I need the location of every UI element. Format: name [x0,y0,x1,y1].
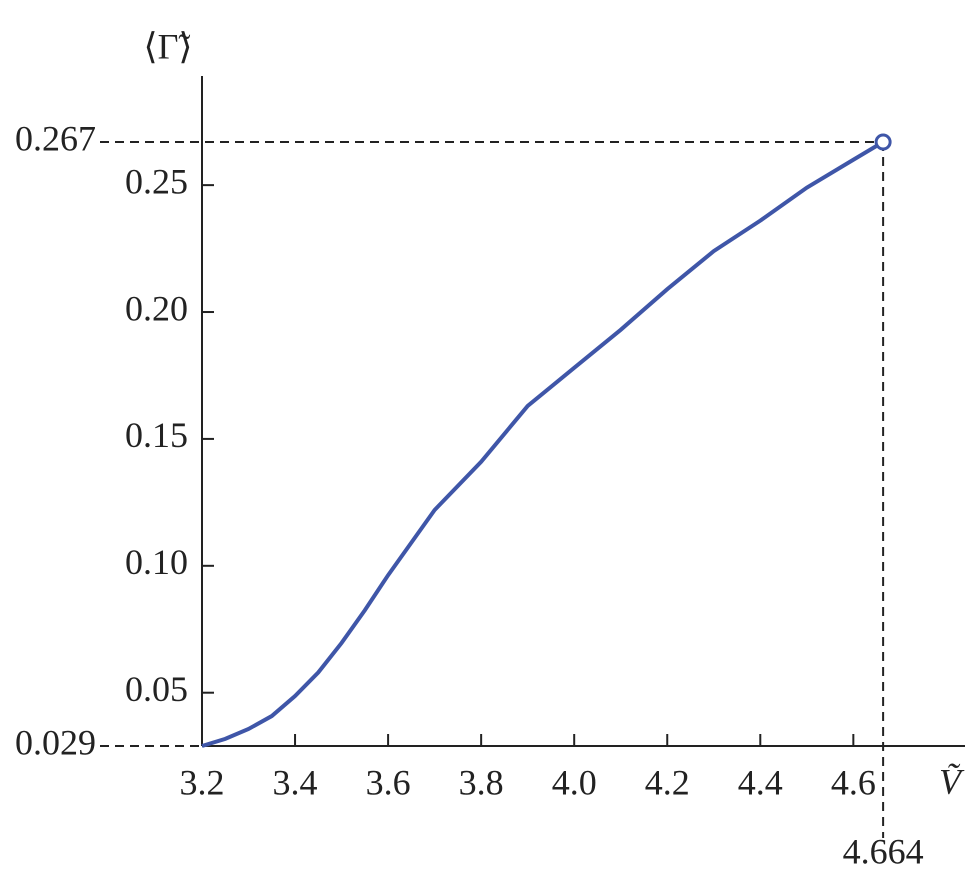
end-marker [874,133,892,151]
y-tick-label: 0.25 [125,161,188,201]
marker-y-label: 0.267 [15,118,96,158]
y-axis-label: ⟨Γ̃⟩ [144,26,193,66]
baseline-label: 0.029 [15,722,96,762]
x-tick-label: 3.2 [180,762,225,802]
x-tick-label: 3.4 [273,762,318,802]
y-tick-label: 0.10 [125,542,188,582]
x-axis-label: Ṽ [939,761,965,801]
x-tick-label: 4.2 [645,762,690,802]
x-tick-label: 4.0 [552,762,597,802]
x-tick-label: 3.8 [459,762,504,802]
data-line [201,140,885,748]
y-tick-label: 0.20 [125,288,188,328]
y-tick-label: 0.15 [125,415,188,455]
x-tick-label: 4.4 [738,762,783,802]
x-tick-label: 4.6 [831,762,876,802]
marker-x-label: 4.664 [843,831,924,871]
x-tick-label: 3.6 [366,762,411,802]
y-tick-label: 0.05 [125,669,188,709]
